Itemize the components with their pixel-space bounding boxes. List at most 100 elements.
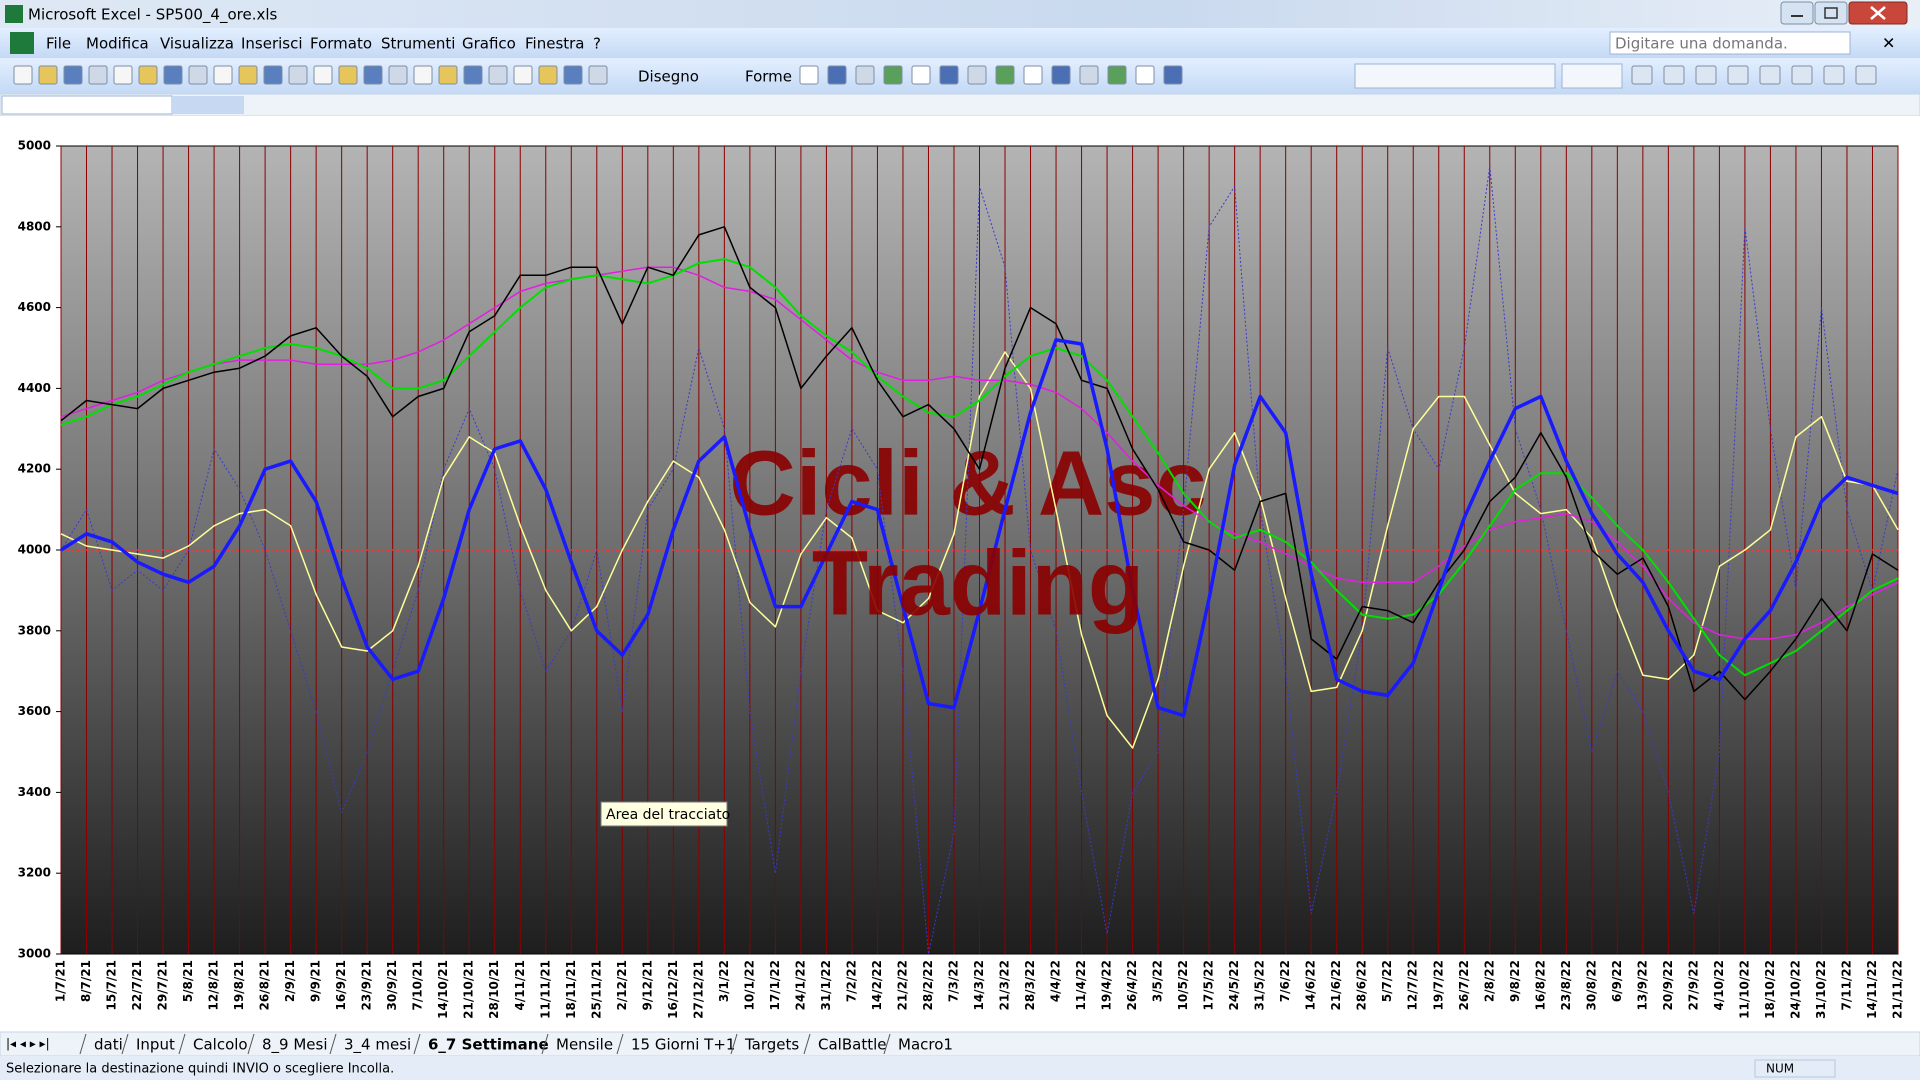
doc-close[interactable]: ✕ — [1882, 34, 1895, 53]
toolbar-button[interactable] — [1163, 65, 1183, 85]
menu-item[interactable]: Formato — [310, 35, 372, 53]
menu-item[interactable]: File — [46, 35, 71, 53]
toolbar-button[interactable] — [799, 65, 819, 85]
x-tick-label: 1/7/21 — [54, 960, 68, 1002]
tab-separator — [79, 1033, 87, 1055]
menu-item[interactable]: Strumenti — [381, 35, 455, 53]
shapes-menu[interactable]: Forme — [745, 68, 792, 86]
fx-area — [172, 96, 244, 114]
toolbar-button[interactable] — [138, 65, 158, 85]
toolbar-button[interactable] — [1727, 65, 1749, 85]
toolbar-button[interactable] — [855, 65, 875, 85]
toolbar-button[interactable] — [38, 65, 58, 85]
toolbar-button[interactable] — [1759, 65, 1781, 85]
toolbar-button[interactable] — [1791, 65, 1813, 85]
x-tick-label: 7/6/22 — [1278, 960, 1292, 1002]
tab-separator — [329, 1033, 337, 1055]
sheet-tab[interactable]: dati — [94, 1036, 123, 1054]
toolbar-button[interactable] — [113, 65, 133, 85]
tab-separator — [616, 1033, 624, 1055]
toolbar-button[interactable] — [413, 65, 433, 85]
menu-group: File Modifica Visualizza Inserisci Formato St… — [46, 35, 601, 53]
minimize-button[interactable] — [1780, 1, 1814, 25]
toolbar-button[interactable] — [463, 65, 483, 85]
toolbar-button[interactable] — [588, 65, 608, 85]
sheet-tab-active[interactable]: 6_7 Settimane — [428, 1036, 549, 1054]
sheet-tab[interactable]: 15 Giorni T+1 — [631, 1036, 735, 1054]
x-tick-label: 29/7/21 — [156, 960, 170, 1011]
toolbar-button[interactable] — [939, 65, 959, 85]
menu-item[interactable]: Visualizza — [160, 35, 234, 53]
toolbar-button[interactable] — [238, 65, 258, 85]
toolbar-button[interactable] — [163, 65, 183, 85]
toolbar-button[interactable] — [883, 65, 903, 85]
tab-separator — [247, 1033, 255, 1055]
x-tick-label: 8/7/21 — [79, 960, 93, 1002]
help-box[interactable] — [1609, 31, 1851, 55]
x-tick-label: 28/6/22 — [1355, 960, 1369, 1011]
toolbar-button[interactable] — [1023, 65, 1043, 85]
sheet-tab[interactable]: Macro1 — [898, 1036, 953, 1054]
toolbar-button[interactable] — [63, 65, 83, 85]
status-message: Selezionare la destinazione quindi INVIO… — [6, 1062, 394, 1077]
toolbar-button[interactable] — [563, 65, 583, 85]
sheet-tab[interactable]: Input — [136, 1036, 175, 1054]
sheet-tab[interactable]: Mensile — [556, 1036, 613, 1054]
toolbar-button[interactable] — [827, 65, 847, 85]
menu-item[interactable]: Grafico — [462, 35, 516, 53]
toolbar-button[interactable] — [1107, 65, 1127, 85]
watermark: Trading — [812, 532, 1144, 634]
menu-item[interactable]: Modifica — [86, 35, 149, 53]
toolbar-button[interactable] — [911, 65, 931, 85]
restore-button[interactable] — [1814, 1, 1848, 25]
x-tick-label: 15/7/21 — [105, 960, 119, 1011]
toolbar-button[interactable] — [313, 65, 333, 85]
toolbar-button[interactable] — [1079, 65, 1099, 85]
menu-item[interactable]: Finestra — [525, 35, 585, 53]
toolbar-button[interactable] — [513, 65, 533, 85]
toolbar-button[interactable] — [995, 65, 1015, 85]
drawing-menu[interactable]: Disegno — [638, 68, 699, 86]
toolbar-button[interactable] — [488, 65, 508, 85]
sheet-tab[interactable]: 8_9 Mesi — [262, 1036, 328, 1055]
sheet-tabs: dati Input Calcolo 8_9 Mesi 3_4 mesi 6_7 Sett… — [79, 1033, 953, 1055]
toolbar-button[interactable] — [1663, 65, 1685, 85]
toolbar-button[interactable] — [338, 65, 358, 85]
font-box[interactable] — [1354, 63, 1556, 89]
toolbar-button[interactable] — [288, 65, 308, 85]
series-line — [60, 351, 1899, 749]
menu-item[interactable]: Inserisci — [241, 35, 303, 53]
toolbar-button[interactable] — [1695, 65, 1717, 85]
app-icon — [5, 5, 23, 23]
x-tick-label: 6/9/22 — [1610, 960, 1624, 1002]
menu-item[interactable]: ? — [593, 35, 601, 53]
toolbar-button[interactable] — [967, 65, 987, 85]
toolbar-button[interactable] — [13, 65, 33, 85]
sheet-tab[interactable]: 3_4 mesi — [344, 1036, 411, 1055]
toolbar-button[interactable] — [263, 65, 283, 85]
x-tick-label: 9/9/21 — [309, 960, 323, 1002]
toolbar-button[interactable] — [363, 65, 383, 85]
x-tick-label: 14/6/22 — [1304, 960, 1318, 1011]
x-tick-label: 4/10/22 — [1712, 960, 1726, 1011]
name-box[interactable] — [1, 95, 173, 115]
toolbar-button[interactable] — [213, 65, 233, 85]
size-box[interactable] — [1561, 63, 1623, 89]
toolbar-button[interactable] — [188, 65, 208, 85]
toolbar-button[interactable] — [1135, 65, 1155, 85]
toolbar-button[interactable] — [1631, 65, 1653, 85]
toolbar-button[interactable] — [1855, 65, 1877, 85]
x-tick-label: 16/12/21 — [666, 960, 680, 1019]
toolbar-button[interactable] — [1823, 65, 1845, 85]
sheet-tab[interactable]: Calcolo — [193, 1036, 248, 1054]
tab-scroll-buttons[interactable]: |◂ ◂ ▸ ▸| — [6, 1037, 50, 1051]
toolbar-button[interactable] — [388, 65, 408, 85]
toolbar-button[interactable] — [538, 65, 558, 85]
toolbar-button[interactable] — [1051, 65, 1071, 85]
x-tick-label: 12/8/21 — [207, 960, 221, 1011]
toolbar-button[interactable] — [438, 65, 458, 85]
toolbar-button[interactable] — [88, 65, 108, 85]
sheet-tab[interactable]: Targets — [744, 1036, 799, 1054]
sheet-tab[interactable]: CalBattle — [818, 1036, 886, 1054]
window-title: Microsoft Excel - SP500_4_ore.xls — [28, 6, 278, 25]
